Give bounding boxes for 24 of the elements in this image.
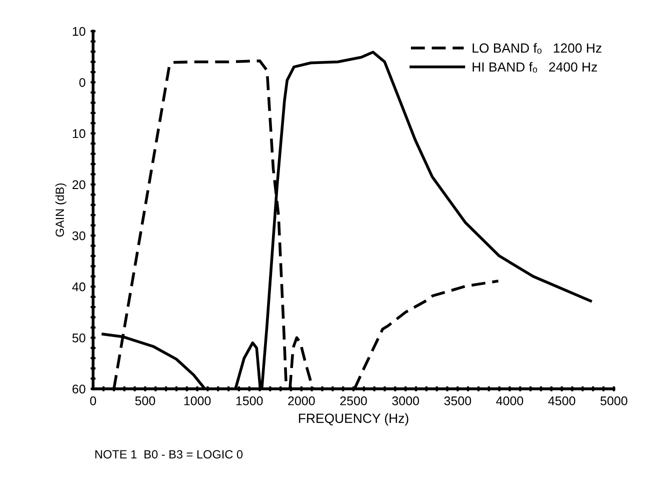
x-tick-label: 3500 bbox=[444, 396, 472, 406]
x-tick-label: 500 bbox=[135, 396, 156, 406]
x-axis-title: FREQUENCY (Hz) bbox=[298, 413, 408, 426]
x-tick-label: 0 bbox=[90, 396, 96, 406]
y-tick-label: 50 bbox=[72, 334, 86, 342]
x-tick-label: 5000 bbox=[600, 396, 628, 406]
legend-label: LO BAND fₒ 1200 Hz bbox=[472, 43, 602, 54]
y-tick-label: 10 bbox=[72, 129, 86, 138]
x-tick-label: 4000 bbox=[496, 396, 524, 406]
x-tick-label: 2500 bbox=[340, 396, 367, 406]
x-tick-label: 1000 bbox=[184, 396, 211, 406]
y-tick-label: 30 bbox=[72, 231, 86, 240]
x-tick-label: 3000 bbox=[392, 396, 419, 406]
y-tick-label: 20 bbox=[72, 180, 86, 190]
x-tick-label: 1500 bbox=[236, 396, 263, 406]
x-tick-label: 4500 bbox=[548, 396, 576, 406]
text: NOTE 1 B0 - B3 = LOGIC 0 bbox=[95, 450, 243, 459]
y-tick-label: 40 bbox=[72, 282, 86, 292]
y-tick-label: 10 bbox=[72, 27, 86, 36]
y-tick-label: 60 bbox=[72, 384, 86, 394]
y-tick-label: 0 bbox=[79, 78, 86, 87]
y-axis-title: GAIN (dB) bbox=[55, 184, 66, 237]
x-tick-label: 2000 bbox=[288, 396, 315, 406]
legend-label: HI BAND fₒ 2400 Hz bbox=[472, 62, 597, 73]
